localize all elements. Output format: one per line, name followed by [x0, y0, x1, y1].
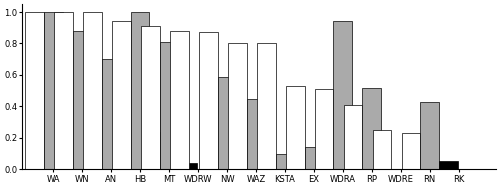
Bar [228, 43, 246, 169]
Bar [150, 132, 168, 169]
Bar [276, 154, 294, 169]
Bar [54, 12, 73, 169]
Bar [246, 99, 265, 169]
Bar [420, 102, 439, 169]
Bar [26, 12, 44, 169]
Bar [102, 59, 120, 169]
Bar [218, 77, 236, 169]
Bar [131, 12, 150, 169]
Bar [73, 31, 92, 169]
Bar [257, 43, 276, 169]
Bar [141, 26, 160, 169]
Bar [178, 163, 197, 169]
Bar [170, 31, 188, 169]
Bar [373, 130, 392, 169]
Bar [199, 33, 218, 169]
Bar [304, 147, 323, 169]
Bar [439, 161, 458, 169]
Bar [294, 168, 313, 169]
Bar [112, 21, 131, 169]
Bar [83, 12, 102, 169]
Bar [315, 89, 334, 169]
Bar [160, 42, 178, 169]
Bar [362, 87, 381, 169]
Bar [344, 105, 362, 169]
Bar [402, 133, 420, 169]
Bar [286, 86, 304, 169]
Bar [334, 21, 352, 169]
Bar [44, 12, 62, 169]
